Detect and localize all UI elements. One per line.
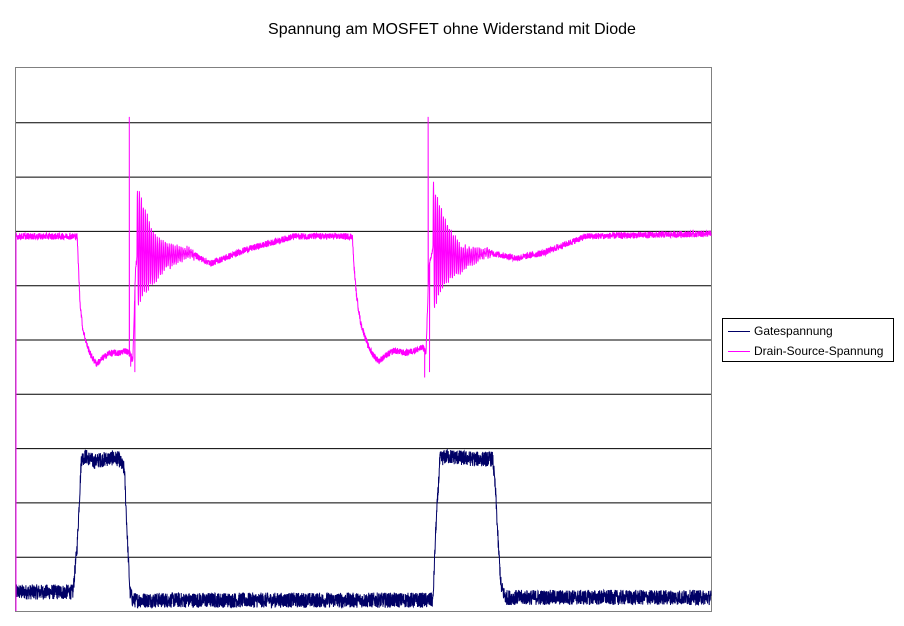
legend: Gatespannung Drain-Source-Spannung: [722, 318, 894, 362]
series-layer: [15, 116, 712, 611]
legend-item-gatespannung: Gatespannung: [728, 322, 833, 340]
legend-swatch-drain-source: [728, 350, 750, 352]
legend-label-gatespannung: Gatespannung: [754, 324, 833, 338]
series-line-gatespannung: [15, 449, 712, 610]
legend-item-drain-source: Drain-Source-Spannung: [728, 342, 883, 360]
legend-label-drain-source: Drain-Source-Spannung: [754, 344, 884, 358]
chart-title: Spannung am MOSFET ohne Widerstand mit D…: [268, 21, 636, 38]
legend-swatch-gatespannung: [728, 330, 750, 332]
series-line-drain-source-spannung: [15, 116, 712, 378]
grid-lines: [16, 122, 711, 558]
